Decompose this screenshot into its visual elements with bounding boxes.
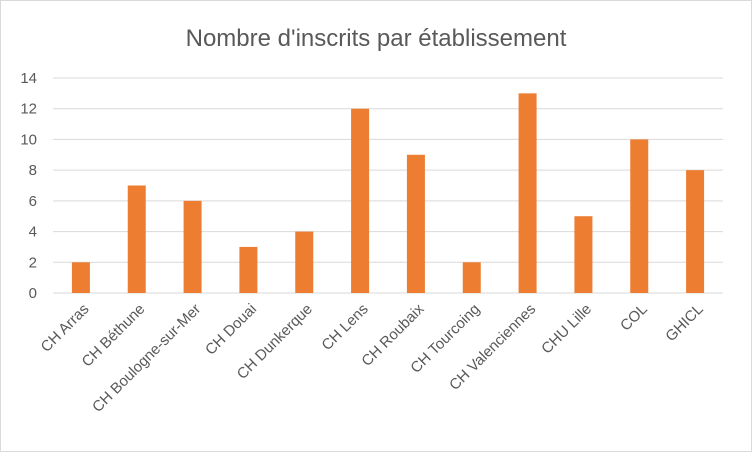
x-category-label: GHICL — [662, 301, 706, 345]
y-tick-label: 4 — [29, 224, 37, 241]
bar — [239, 246, 258, 293]
y-tick-label: 0 — [29, 285, 37, 302]
bar — [630, 139, 649, 293]
gridlines — [53, 77, 723, 294]
y-tick-label: 10 — [20, 131, 37, 148]
y-tick-label: 12 — [20, 101, 37, 118]
y-tick-label: 2 — [29, 254, 37, 271]
x-category-label: CH Douai — [202, 301, 260, 359]
chart-title: Nombre d'inscrits par établissement — [186, 25, 567, 52]
bar — [295, 231, 314, 293]
bar — [406, 154, 425, 293]
x-category-label: CHU Lille — [538, 301, 595, 358]
bar — [351, 108, 370, 293]
bar — [127, 185, 146, 293]
bar — [183, 200, 202, 293]
bar — [574, 216, 593, 293]
y-tick-label: 6 — [29, 193, 37, 210]
x-category-label: COL — [617, 301, 651, 335]
x-category-label: CH Lens — [318, 301, 371, 354]
y-tick-label: 8 — [29, 162, 37, 179]
bar — [71, 262, 90, 293]
y-axis-ticks: 0 2 4 6 8 10 12 14 — [20, 70, 37, 302]
bars — [71, 93, 705, 293]
x-category-label: CH Arras — [38, 301, 93, 356]
bar — [462, 262, 481, 293]
bar — [518, 93, 537, 293]
y-tick-label: 14 — [20, 70, 37, 87]
bar — [686, 170, 705, 293]
x-category-label: CH Boulogne-sur-Mer — [89, 301, 204, 416]
